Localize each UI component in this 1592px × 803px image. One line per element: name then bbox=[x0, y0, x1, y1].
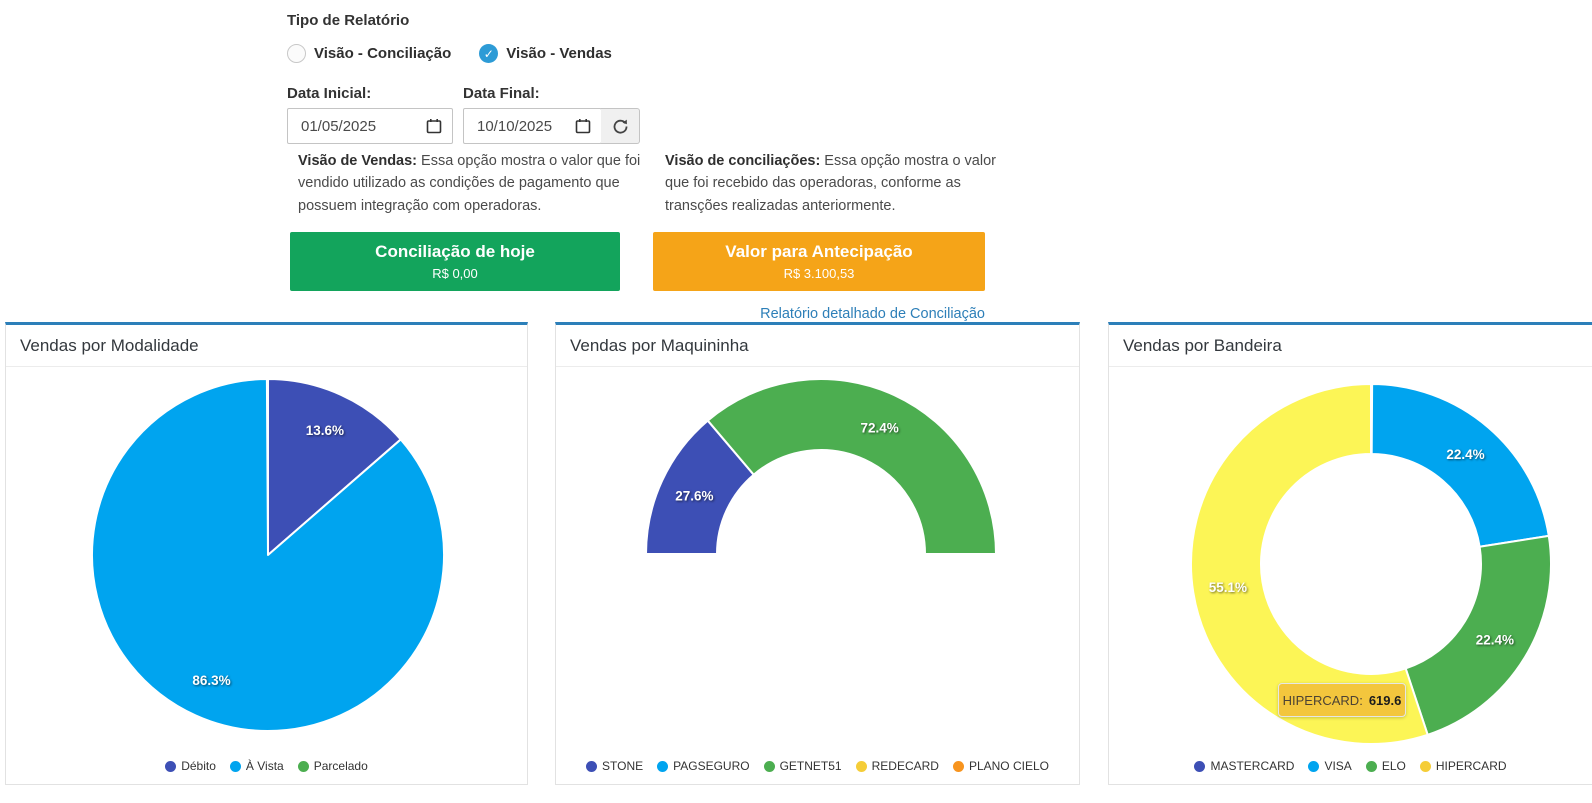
info-body: Essa opção mostra o valor que foi vendid… bbox=[298, 153, 641, 214]
legend-modalidade: Débito À Vista Parcelado bbox=[6, 759, 527, 773]
panel-vendas-por-maquininha: Vendas por Maquininha 27.6% 72.4% STONE PA… bbox=[555, 322, 1080, 785]
card-value: R$ 3.100,53 bbox=[783, 266, 855, 281]
relatorio-detalhado-link[interactable]: Relatório detalhado de Conciliação bbox=[760, 306, 985, 322]
legend-label: VISA bbox=[1324, 759, 1352, 773]
tooltip-label: HIPERCARD: bbox=[1282, 692, 1363, 708]
radio-label: Visão - Vendas bbox=[506, 45, 612, 62]
legend-label: GETNET51 bbox=[779, 759, 842, 773]
radio-unchecked-icon[interactable] bbox=[287, 44, 306, 63]
hipercard-tooltip: HIPERCARD: 619.6 bbox=[1278, 683, 1406, 717]
legend-item-parcelado[interactable]: Parcelado bbox=[297, 759, 368, 773]
legend-dot-icon bbox=[1308, 760, 1320, 772]
slice-percentage-label: 27.6% bbox=[675, 488, 713, 503]
info-lead: Visão de Vendas: bbox=[298, 153, 418, 169]
legend-item-à-vista[interactable]: À Vista bbox=[229, 759, 284, 773]
legend-item-plano-cielo[interactable]: PLANO CIELO bbox=[952, 759, 1049, 773]
radio-label: Visão - Conciliação bbox=[314, 45, 452, 62]
legend-label: MASTERCARD bbox=[1210, 759, 1295, 773]
legend-dot-icon bbox=[1365, 760, 1377, 772]
pie-slice-à-vista[interactable] bbox=[91, 378, 445, 732]
date-value: 10/10/2025 bbox=[477, 117, 553, 135]
refresh-dates-button[interactable] bbox=[601, 108, 640, 144]
panel-title: Vendas por Modalidade bbox=[6, 325, 527, 367]
card-value: R$ 0,00 bbox=[432, 266, 478, 281]
info-body: Essa opção mostra o valor que foi recebi… bbox=[665, 153, 996, 214]
legend-item-débito[interactable]: Débito bbox=[165, 759, 216, 773]
legend-label: ELO bbox=[1381, 759, 1406, 773]
legend-dot-icon bbox=[952, 760, 964, 772]
tooltip-value: 619.6 bbox=[1368, 692, 1402, 708]
legend-item-visa[interactable]: VISA bbox=[1308, 759, 1352, 773]
radio-visao-conciliacao[interactable]: Visão - Conciliação bbox=[287, 44, 451, 63]
legend-item-elo[interactable]: ELO bbox=[1365, 759, 1406, 773]
legend-bandeira: MASTERCARD VISA ELO HIPERCARD bbox=[1109, 759, 1592, 773]
legend-item-hipercard[interactable]: HIPERCARD bbox=[1419, 759, 1507, 773]
legend-item-redecard[interactable]: REDECARD bbox=[855, 759, 939, 773]
legend-dot-icon bbox=[586, 760, 597, 772]
legend-dot-icon bbox=[297, 760, 309, 772]
legend-dot-icon bbox=[1194, 760, 1206, 772]
legend-dot-icon bbox=[763, 760, 775, 772]
info-lead: Visão de conciliações: bbox=[665, 153, 821, 169]
card-title: Conciliação de hoje bbox=[375, 242, 535, 261]
valor-antecipacao-card[interactable]: Valor para Antecipação R$ 3.100,53 bbox=[653, 232, 985, 291]
legend-item-getnet51[interactable]: GETNET51 bbox=[763, 759, 842, 773]
conciliacao-hoje-card[interactable]: Conciliação de hoje R$ 0,00 bbox=[290, 232, 620, 291]
legend-dot-icon bbox=[165, 760, 177, 772]
legend-maquininha: STONE PAGSEGURO GETNET51 REDECARD PLANO CIEL… bbox=[556, 759, 1079, 773]
legend-dot-icon bbox=[855, 760, 867, 772]
refresh-icon bbox=[612, 118, 629, 135]
legend-label: PLANO CIELO bbox=[968, 759, 1049, 773]
legend-label: PAGSEGURO bbox=[673, 759, 750, 773]
legend-label: STONE bbox=[602, 759, 644, 773]
legend-label: Débito bbox=[181, 759, 216, 773]
report-type-title: Tipo de Relatório bbox=[287, 12, 410, 29]
data-inicial-input[interactable]: 01/05/2025 bbox=[287, 108, 453, 144]
pie-slice-elo[interactable] bbox=[1404, 534, 1552, 736]
data-final-input[interactable]: 10/10/2025 bbox=[463, 108, 602, 144]
legend-dot-icon bbox=[1419, 760, 1431, 772]
slice-percentage-label: 72.4% bbox=[860, 420, 898, 435]
legend-label: HIPERCARD bbox=[1435, 759, 1507, 773]
slice-percentage-label: 22.4% bbox=[1476, 632, 1514, 647]
donut-chart-bandeira[interactable]: 22.4% 22.4% 55.1% bbox=[1109, 367, 1591, 752]
data-final-label: Data Final: bbox=[463, 85, 540, 102]
pie-slice-visa[interactable] bbox=[1370, 383, 1550, 548]
slice-percentage-label: 22.4% bbox=[1446, 447, 1484, 462]
panel-title: Vendas por Bandeira bbox=[1109, 325, 1592, 367]
info-visao-vendas: Visão de Vendas: Essa opção mostra o val… bbox=[298, 150, 646, 217]
date-value: 01/05/2025 bbox=[301, 117, 377, 135]
legend-item-pagseguro[interactable]: PAGSEGURO bbox=[657, 759, 750, 773]
legend-label: À Vista bbox=[245, 759, 284, 773]
pie-slice-débito[interactable] bbox=[267, 378, 402, 556]
slice-percentage-label: 55.1% bbox=[1209, 580, 1247, 595]
legend-label: REDECARD bbox=[871, 759, 939, 773]
slice-percentage-label: 86.3% bbox=[192, 673, 230, 688]
legend-dot-icon bbox=[229, 760, 241, 772]
radio-checked-icon[interactable]: ✓ bbox=[479, 44, 499, 63]
radio-visao-vendas[interactable]: ✓ Visão - Vendas bbox=[479, 44, 612, 63]
legend-item-mastercard[interactable]: MASTERCARD bbox=[1194, 759, 1294, 773]
info-visao-conciliacoes: Visão de conciliações: Essa opção mostra… bbox=[665, 150, 1005, 217]
calendar-icon[interactable] bbox=[426, 118, 442, 134]
calendar-icon[interactable] bbox=[575, 118, 591, 134]
pie-slice-hipercard[interactable] bbox=[1190, 383, 1429, 745]
panel-vendas-por-modalidade: Vendas por Modalidade 13.6% 86.3% Débito À… bbox=[5, 322, 528, 785]
legend-label: Parcelado bbox=[313, 759, 368, 773]
slice-percentage-label: 13.6% bbox=[306, 423, 344, 438]
semidonut-chart-maquininha[interactable]: 27.6% 72.4% bbox=[556, 367, 1079, 752]
legend-item-stone[interactable]: STONE bbox=[586, 759, 643, 773]
legend-dot-icon bbox=[657, 760, 669, 772]
pie-slice-getnet51[interactable] bbox=[706, 378, 997, 555]
panel-title: Vendas por Maquininha bbox=[556, 325, 1079, 367]
panel-vendas-por-bandeira: Vendas por Bandeira 22.4% 22.4% 55.1% MAST… bbox=[1108, 322, 1592, 785]
card-title: Valor para Antecipação bbox=[725, 242, 913, 261]
report-type-radio-group: Visão - Conciliação ✓ Visão - Vendas bbox=[287, 44, 612, 63]
pie-chart-modalidade[interactable]: 13.6% 86.3% bbox=[6, 367, 527, 752]
data-inicial-label: Data Inicial: bbox=[287, 85, 372, 102]
